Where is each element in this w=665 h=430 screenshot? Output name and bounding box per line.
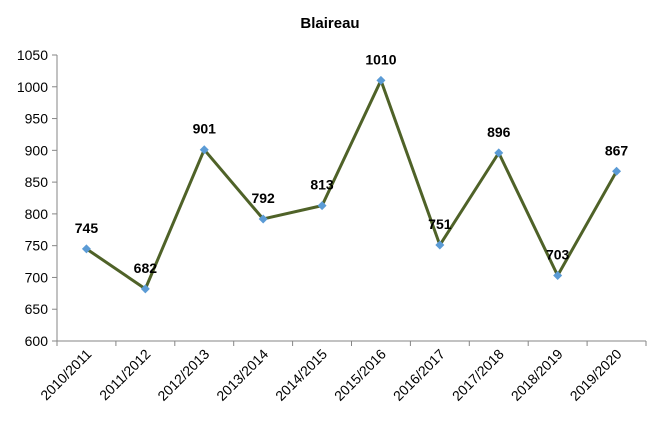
- y-tick-label: 800: [25, 206, 49, 222]
- data-label: 813: [310, 177, 334, 193]
- chart-title: Blaireau: [300, 15, 359, 32]
- x-tick-label: 2014/2015: [272, 346, 330, 404]
- y-axis-ticks: 600 650 700 750 800 850 900 950 1000 1050: [17, 47, 57, 349]
- y-tick-label: 850: [25, 174, 49, 190]
- data-point: [317, 201, 327, 211]
- series-group: [81, 75, 622, 294]
- y-tick-label: 900: [25, 142, 49, 158]
- y-tick-label: 700: [25, 269, 49, 285]
- data-point: [258, 214, 268, 224]
- y-tick-label: 950: [25, 111, 49, 127]
- data-label: 745: [75, 220, 99, 236]
- data-label: 682: [134, 260, 158, 276]
- data-point: [612, 166, 622, 176]
- x-tick-label: 2018/2019: [508, 346, 566, 404]
- axes: [56, 55, 646, 342]
- x-tick-label: 2012/2013: [154, 346, 212, 404]
- data-label: 901: [193, 121, 217, 137]
- y-tick-label: 1050: [17, 47, 48, 63]
- data-point: [199, 145, 209, 155]
- x-tick-label: 2013/2014: [213, 346, 271, 404]
- data-point: [494, 148, 504, 158]
- x-tick-label: 2010/2011: [37, 346, 95, 404]
- data-label: 792: [251, 190, 275, 206]
- data-label: 751: [428, 216, 452, 232]
- data-point: [140, 284, 150, 294]
- data-point: [81, 244, 91, 254]
- series-line: [85, 78, 618, 291]
- data-labels: 745 682 901 792 813 1010 751 896 703 867: [75, 51, 629, 275]
- y-tick-label: 750: [25, 238, 49, 254]
- data-point: [553, 271, 563, 281]
- y-tick-label: 600: [25, 333, 49, 349]
- x-tick-label: 2015/2016: [331, 346, 389, 404]
- data-point: [376, 75, 386, 85]
- data-label: 867: [605, 142, 629, 158]
- data-point: [435, 240, 445, 250]
- x-tick-label: 2019/2020: [567, 346, 625, 404]
- x-tick-label: 2017/2018: [449, 346, 507, 404]
- x-tick-label: 2011/2012: [96, 346, 154, 404]
- data-label: 1010: [365, 51, 396, 67]
- data-label: 896: [487, 124, 511, 140]
- x-axis-ticks: 2010/2011 2011/2012 2012/2013 2013/2014 2014…: [37, 341, 647, 404]
- x-tick-label: 2016/2017: [390, 346, 448, 404]
- y-tick-label: 1000: [17, 79, 48, 95]
- y-tick-label: 650: [25, 301, 49, 317]
- data-label: 703: [546, 247, 570, 263]
